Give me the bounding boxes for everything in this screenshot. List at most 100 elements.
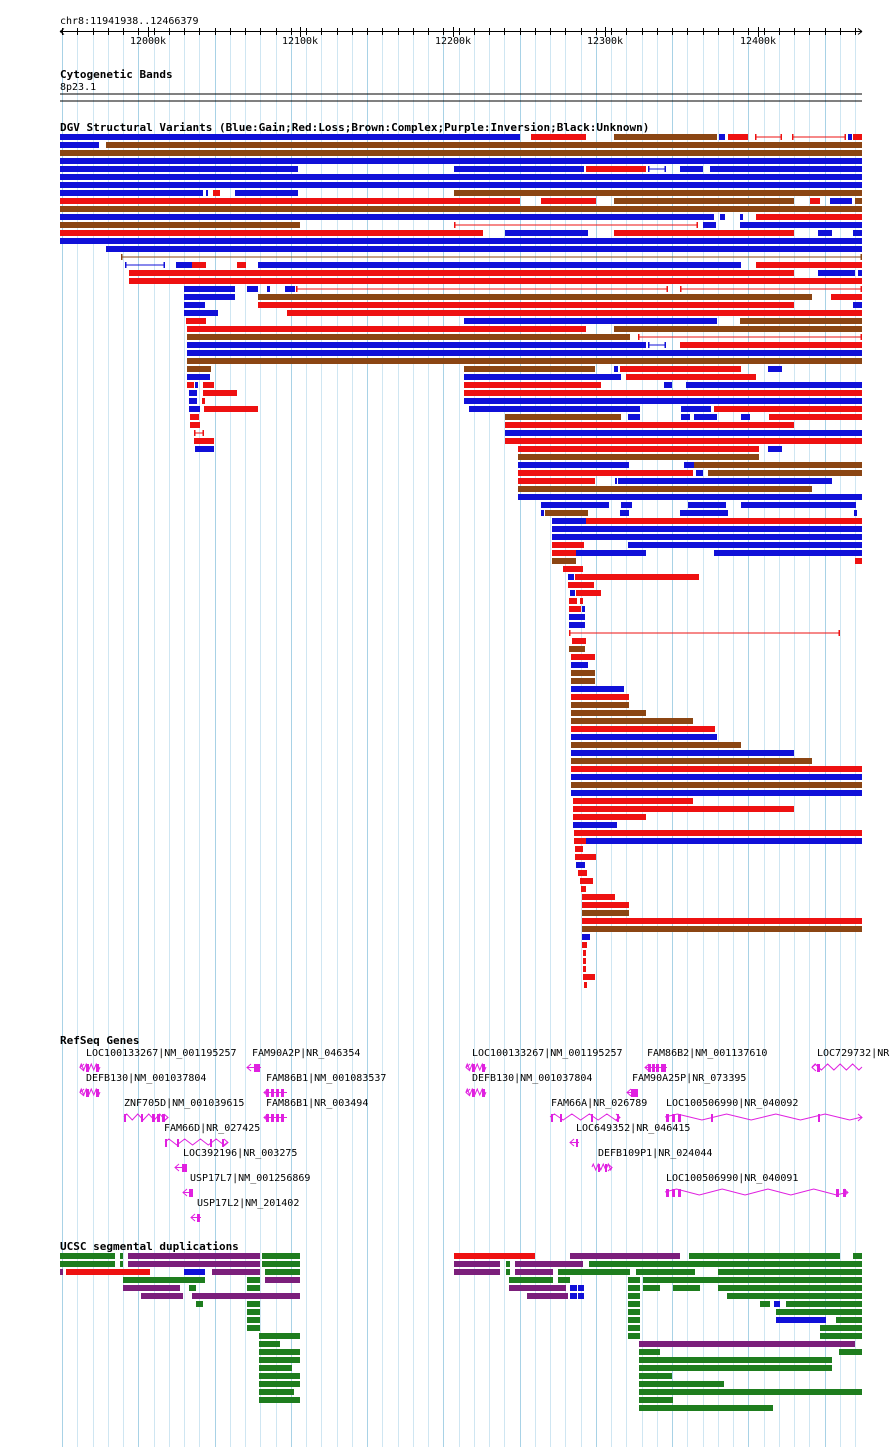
segdup-feature[interactable] (570, 1253, 680, 1259)
dgv-variant[interactable] (572, 638, 586, 644)
dgv-variant[interactable] (60, 134, 520, 140)
gene-model[interactable] (811, 1063, 863, 1072)
segdup-feature[interactable] (639, 1357, 832, 1363)
refseq-track[interactable]: LOC100133267|NM_001195257 FAM90A2P|NR_046… (79, 1048, 890, 1222)
segdup-feature[interactable] (454, 1261, 500, 1267)
dgv-variant[interactable] (586, 518, 862, 524)
segdup-feature[interactable] (718, 1269, 862, 1275)
segdup-feature[interactable] (192, 1293, 300, 1299)
dgv-variant[interactable] (571, 686, 624, 692)
dgv-variant[interactable] (552, 558, 576, 564)
segdup-feature[interactable] (786, 1301, 862, 1307)
dgv-variant[interactable] (189, 398, 197, 404)
segdup-feature[interactable] (196, 1301, 203, 1307)
segdup-feature[interactable] (836, 1317, 862, 1323)
dgv-variant[interactable] (855, 558, 862, 564)
dgv-variant[interactable] (686, 382, 862, 388)
dgv-variant[interactable] (818, 270, 855, 276)
dgv-variant[interactable] (60, 230, 483, 236)
dgv-variant[interactable] (582, 894, 615, 900)
segdup-feature[interactable] (527, 1293, 568, 1299)
dgv-variant[interactable] (571, 766, 862, 772)
dgv-variant[interactable] (620, 366, 741, 372)
dgv-variant[interactable] (189, 390, 197, 396)
dgv-variant[interactable] (582, 606, 585, 612)
dgv-variant[interactable] (569, 622, 585, 628)
segdup-feature[interactable] (259, 1373, 300, 1379)
gene-label[interactable]: LOC100133267|NM_001195257 (86, 1048, 237, 1059)
dgv-variant[interactable] (129, 278, 862, 284)
gene-model[interactable] (664, 1188, 849, 1197)
segdup-feature[interactable] (558, 1277, 570, 1283)
dgv-variant[interactable] (573, 814, 646, 820)
dgv-variant[interactable] (620, 510, 629, 516)
dgv-variant[interactable] (60, 150, 862, 156)
segdup-feature[interactable] (639, 1373, 672, 1379)
dgv-variant[interactable] (194, 438, 214, 444)
dgv-variant[interactable] (571, 670, 595, 676)
dgv-variant[interactable] (769, 414, 862, 420)
gene-model[interactable] (626, 1088, 638, 1097)
dgv-variant[interactable] (740, 318, 862, 324)
dgv-variant[interactable] (768, 446, 782, 452)
segdup-feature[interactable] (774, 1301, 780, 1307)
dgv-variant[interactable] (60, 222, 300, 228)
dgv-variant[interactable] (552, 518, 586, 524)
dgv-variant[interactable] (720, 214, 725, 220)
segdup-feature[interactable] (643, 1277, 862, 1283)
dgv-variant[interactable] (614, 230, 794, 236)
dgv-variant[interactable] (580, 598, 583, 604)
dgv-variant[interactable] (614, 134, 717, 140)
dgv-variant-span[interactable] (755, 136, 782, 138)
dgv-variant[interactable] (518, 462, 629, 468)
gene-label[interactable]: FAM86B2|NM_001137610 (647, 1048, 767, 1059)
segdup-feature[interactable] (639, 1397, 673, 1403)
dgv-variant[interactable] (195, 446, 214, 452)
dgv-variant[interactable] (176, 262, 192, 268)
dgv-variant[interactable] (628, 542, 862, 548)
segdup-feature[interactable] (727, 1293, 862, 1299)
dgv-variant[interactable] (184, 286, 235, 292)
dgv-variant[interactable] (810, 198, 820, 204)
dgv-variant[interactable] (106, 246, 862, 252)
dgv-variant[interactable] (578, 870, 587, 876)
dgv-variant[interactable] (584, 982, 587, 988)
gene-model[interactable] (246, 1063, 261, 1072)
dgv-variant[interactable] (680, 342, 862, 348)
dgv-variant[interactable] (714, 406, 862, 412)
dgv-variant[interactable] (582, 934, 590, 940)
segdup-feature[interactable] (259, 1365, 292, 1371)
dgv-variant[interactable] (187, 342, 646, 348)
dgv-variant[interactable] (571, 694, 629, 700)
gene-model[interactable] (549, 1113, 621, 1122)
segdup-feature[interactable] (262, 1261, 300, 1267)
dgv-variant[interactable] (714, 550, 862, 556)
dgv-variant[interactable] (258, 294, 812, 300)
dgv-variant[interactable] (614, 198, 794, 204)
dgv-variant[interactable] (237, 262, 246, 268)
segdup-feature[interactable] (506, 1269, 510, 1275)
dgv-variant[interactable] (204, 406, 258, 412)
dgv-variant[interactable] (464, 318, 717, 324)
gene-label[interactable]: LOC392196|NR_003275 (183, 1148, 297, 1159)
dgv-variant[interactable] (187, 350, 862, 356)
dgv-variant[interactable] (60, 174, 862, 180)
dgv-variant[interactable] (60, 158, 862, 164)
dgv-variant[interactable] (582, 910, 629, 916)
segdup-feature[interactable] (718, 1285, 862, 1291)
dgv-variant[interactable] (582, 942, 587, 948)
dgv-variant[interactable] (202, 398, 205, 404)
dgv-variant[interactable] (285, 286, 295, 292)
segdup-feature[interactable] (265, 1277, 300, 1283)
gene-model[interactable] (263, 1088, 287, 1097)
dgv-variant[interactable] (719, 134, 725, 140)
dgv-variant[interactable] (570, 590, 575, 596)
segdup-feature[interactable] (184, 1269, 205, 1275)
segdup-feature[interactable] (570, 1285, 577, 1291)
dgv-variant[interactable] (680, 166, 703, 172)
dgv-variant[interactable] (192, 262, 206, 268)
segdup-feature[interactable] (247, 1325, 260, 1331)
segdup-track[interactable] (60, 1253, 862, 1411)
dgv-variant[interactable] (628, 414, 640, 420)
dgv-variant[interactable] (552, 542, 584, 548)
